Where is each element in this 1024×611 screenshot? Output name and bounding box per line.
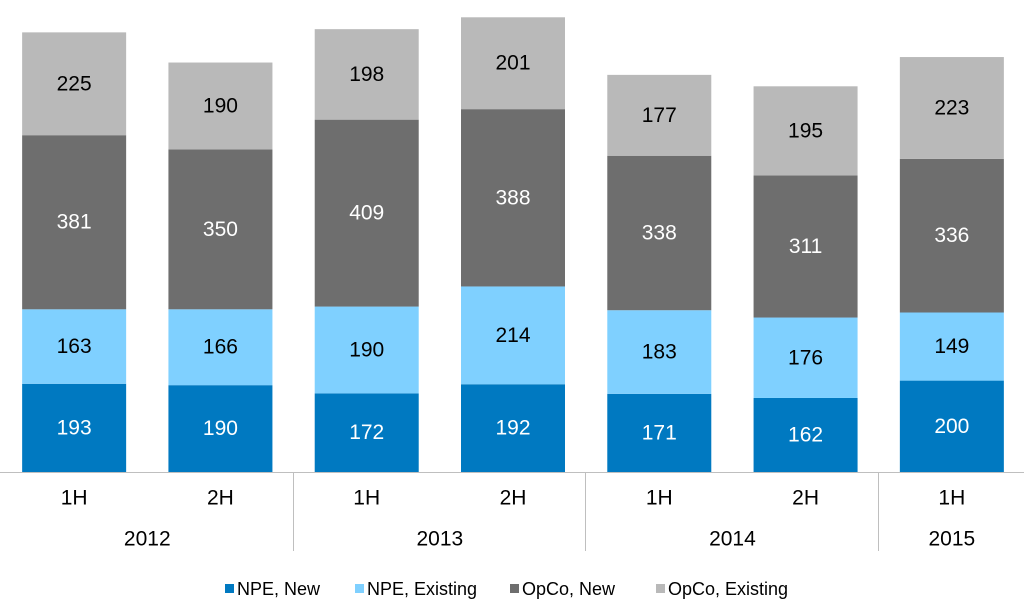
- legend-label-opco-new: OpCo, New: [522, 579, 616, 599]
- data-label-opco-existing-5: 177: [642, 104, 677, 127]
- data-label-opco-new-6: 311: [789, 235, 822, 258]
- legend-swatch-opco-new: [510, 584, 519, 593]
- legend-label-npe-existing: NPE, Existing: [367, 579, 477, 599]
- data-label-npe-existing-6: 176: [788, 346, 823, 369]
- data-label-npe-new-7: 200: [934, 415, 969, 438]
- bars-layer: 193 163 381 225 190 166 350 190 172 190 409 198 192 2…: [22, 17, 1004, 472]
- data-label-npe-new-3: 172: [349, 421, 384, 444]
- legend-label-npe-new: NPE, New: [237, 579, 321, 599]
- x-tick-label: 1H: [646, 487, 673, 510]
- legend: NPE, New NPE, Existing OpCo, New OpCo, Exis…: [225, 579, 788, 599]
- x-tick-label: 2H: [792, 487, 819, 510]
- data-label-npe-new-6: 162: [788, 423, 823, 446]
- data-label-npe-existing-2: 166: [203, 336, 238, 359]
- data-label-opco-existing-4: 201: [495, 52, 530, 75]
- x-tick-label: 1H: [61, 487, 88, 510]
- x-group-label: 2015: [928, 528, 975, 551]
- legend-swatch-npe-existing: [355, 584, 364, 593]
- data-label-opco-new-3: 409: [349, 202, 384, 225]
- x-tick-label: 1H: [353, 487, 380, 510]
- data-label-npe-new-4: 192: [495, 417, 530, 440]
- data-label-opco-new-4: 388: [495, 186, 530, 209]
- data-label-opco-new-2: 350: [203, 218, 238, 241]
- data-label-npe-new-5: 171: [642, 421, 677, 444]
- data-label-npe-existing-4: 214: [495, 324, 530, 347]
- data-label-opco-existing-6: 195: [788, 119, 823, 142]
- data-label-npe-new-1: 193: [57, 416, 92, 439]
- data-label-opco-existing-2: 190: [203, 94, 238, 117]
- data-label-opco-existing-3: 198: [349, 63, 384, 86]
- data-label-npe-existing-5: 183: [642, 341, 677, 364]
- data-label-npe-existing-1: 163: [57, 335, 92, 358]
- data-label-opco-new-5: 338: [642, 221, 677, 244]
- x-tick-label: 2H: [207, 487, 234, 510]
- x-group-label: 2013: [416, 528, 463, 551]
- data-label-opco-new-7: 336: [934, 224, 969, 247]
- x-group-label: 2012: [124, 528, 171, 551]
- legend-label-opco-existing: OpCo, Existing: [668, 579, 788, 599]
- x-tick-label: 2H: [500, 487, 527, 510]
- data-label-opco-existing-7: 223: [934, 96, 969, 119]
- data-label-npe-existing-3: 190: [349, 338, 384, 361]
- x-axis: 1H 2H 1H 2H 1H 2H 1H 2012 2013 2014 2015: [0, 472, 1024, 551]
- x-group-label: 2014: [709, 528, 756, 551]
- legend-swatch-opco-existing: [656, 584, 665, 593]
- data-label-opco-new-1: 381: [57, 211, 92, 234]
- data-label-npe-existing-7: 149: [934, 335, 969, 358]
- legend-swatch-npe-new: [225, 584, 234, 593]
- data-label-opco-existing-1: 225: [57, 72, 92, 95]
- data-label-npe-new-2: 190: [203, 417, 238, 440]
- x-tick-label: 1H: [938, 487, 965, 510]
